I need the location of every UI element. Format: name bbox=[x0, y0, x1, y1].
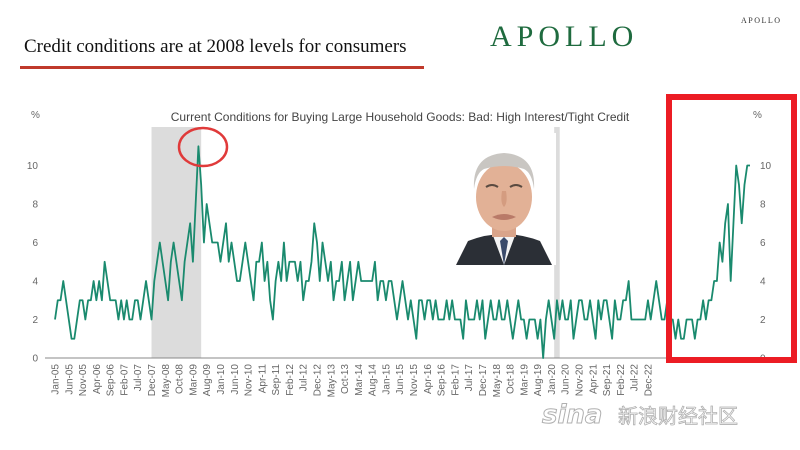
x-tick-Jul-07: Jul-07 bbox=[133, 364, 144, 392]
y-tick-right-6: 6 bbox=[760, 238, 766, 249]
x-tick-Dec-07: Dec-07 bbox=[147, 364, 158, 397]
x-tick-May-08: May-08 bbox=[161, 364, 172, 398]
chart-labels: Current Conditions for Buying Large Hous… bbox=[31, 110, 762, 124]
x-tick-Nov-05: Nov-05 bbox=[78, 364, 89, 397]
sina-chinese-label: 新浪财经社区 bbox=[618, 404, 738, 428]
x-tick-May-18: May-18 bbox=[492, 364, 503, 398]
x-tick-Mar-14: Mar-14 bbox=[354, 364, 365, 396]
x-tick-Apr-16: Apr-16 bbox=[423, 364, 434, 394]
x-tick-Feb-22: Feb-22 bbox=[616, 364, 627, 396]
y-tick-left-2: 2 bbox=[32, 315, 38, 326]
official-portrait bbox=[452, 133, 556, 265]
slide-title: Credit conditions are at 2008 levels for… bbox=[24, 36, 407, 57]
x-tick-Jun-05: Jun-05 bbox=[64, 364, 75, 395]
y-tick-right-8: 8 bbox=[760, 200, 766, 211]
y-tick-left-6: 6 bbox=[32, 238, 38, 249]
x-tick-Sep-16: Sep-16 bbox=[437, 364, 448, 397]
x-tick-Apr-11: Apr-11 bbox=[257, 364, 268, 394]
x-tick-Feb-17: Feb-17 bbox=[450, 364, 461, 396]
x-tick-Nov-10: Nov-10 bbox=[244, 364, 255, 397]
y-axis-unit-left: % bbox=[31, 110, 40, 121]
x-tick-Jan-05: Jan-05 bbox=[51, 364, 62, 395]
x-tick-Apr-06: Apr-06 bbox=[92, 364, 103, 394]
x-tick-Jun-15: Jun-15 bbox=[395, 364, 406, 395]
x-tick-Mar-19: Mar-19 bbox=[519, 364, 530, 396]
x-tick-Feb-07: Feb-07 bbox=[119, 364, 130, 396]
x-tick-Jul-22: Jul-22 bbox=[630, 364, 641, 392]
x-tick-Aug-19: Aug-19 bbox=[533, 364, 544, 397]
x-tick-Jul-12: Jul-12 bbox=[299, 364, 310, 392]
chart-title: Current Conditions for Buying Large Hous… bbox=[171, 110, 630, 124]
sina-brand: sina bbox=[542, 400, 602, 430]
x-tick-Nov-20: Nov-20 bbox=[575, 364, 586, 397]
x-tick-Mar-09: Mar-09 bbox=[188, 364, 199, 396]
x-tick-Oct-08: Oct-08 bbox=[175, 364, 186, 394]
y-tick-left-4: 4 bbox=[32, 277, 38, 288]
apollo-logo: APOLLO bbox=[490, 20, 639, 53]
y-tick-right-10: 10 bbox=[760, 161, 772, 172]
x-tick-Jan-20: Jan-20 bbox=[547, 364, 558, 395]
x-tick-May-13: May-13 bbox=[326, 364, 337, 398]
series-layer bbox=[54, 145, 750, 359]
x-tick-Dec-17: Dec-17 bbox=[478, 364, 489, 397]
x-tick-Jul-17: Jul-17 bbox=[464, 364, 475, 392]
y-tick-right-2: 2 bbox=[760, 315, 766, 326]
x-tick-Aug-09: Aug-09 bbox=[202, 364, 213, 397]
x-tick-Sep-06: Sep-06 bbox=[106, 364, 117, 397]
x-tick-Apr-21: Apr-21 bbox=[588, 364, 599, 394]
x-tick-Dec-22: Dec-22 bbox=[643, 364, 654, 397]
x-tick-Oct-13: Oct-13 bbox=[340, 364, 351, 394]
y-tick-left-8: 8 bbox=[32, 200, 38, 211]
peak-highlight-circle bbox=[177, 126, 229, 168]
y-axis-unit-right: % bbox=[753, 110, 762, 121]
sina-watermark: sina 新浪财经社区 bbox=[542, 400, 739, 431]
annotations bbox=[177, 94, 797, 363]
series-line bbox=[54, 145, 750, 359]
title-underline bbox=[20, 66, 424, 69]
y-tick-right-4: 4 bbox=[760, 277, 766, 288]
x-tick-Jun-20: Jun-20 bbox=[561, 364, 572, 395]
y-tick-left-0: 0 bbox=[32, 354, 38, 365]
x-tick-Jan-10: Jan-10 bbox=[216, 364, 227, 395]
x-tick-Sep-11: Sep-11 bbox=[271, 364, 282, 396]
x-tick-Jan-15: Jan-15 bbox=[381, 364, 392, 395]
y-tick-left-10: 10 bbox=[27, 161, 39, 172]
apollo-logo-small: APOLLO bbox=[741, 16, 782, 25]
x-tick-Feb-12: Feb-12 bbox=[285, 364, 296, 396]
recession-band-1 bbox=[554, 127, 560, 358]
x-tick-Sep-21: Sep-21 bbox=[602, 364, 613, 397]
x-tick-Oct-18: Oct-18 bbox=[506, 364, 517, 394]
x-tick-Aug-14: Aug-14 bbox=[368, 364, 379, 397]
recent-highlight-box bbox=[666, 94, 797, 363]
x-tick-Dec-12: Dec-12 bbox=[313, 364, 324, 397]
x-tick-Jun-10: Jun-10 bbox=[230, 364, 241, 395]
x-tick-Nov-15: Nov-15 bbox=[409, 364, 420, 397]
